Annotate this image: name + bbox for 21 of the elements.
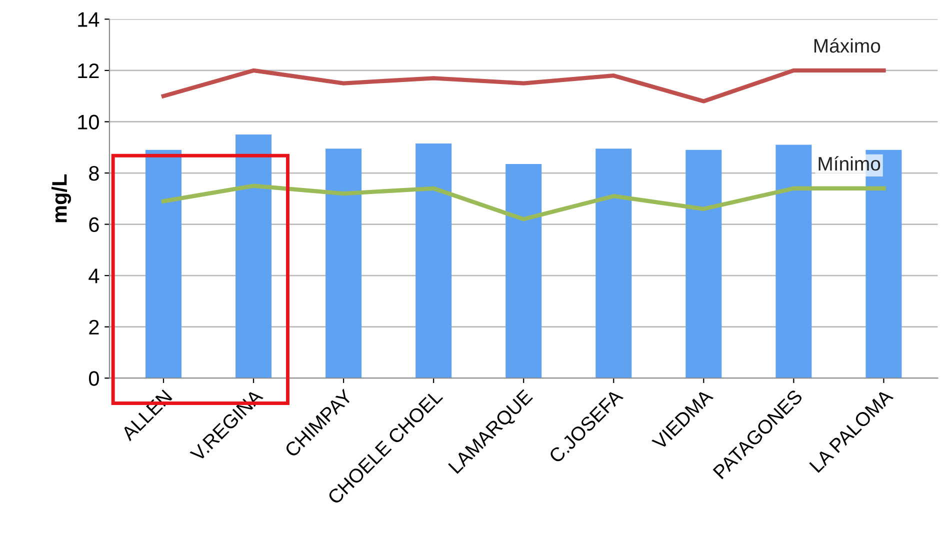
bar [416, 144, 452, 378]
line-series [161, 68, 886, 104]
bar [506, 164, 542, 378]
series-label: Máximo [814, 38, 880, 53]
y-tick-label: 4 [88, 268, 100, 284]
bar [686, 150, 722, 378]
series-label: Mínimo [818, 156, 880, 171]
y-tick-label: 10 [78, 114, 99, 130]
bar [145, 150, 182, 378]
line-series [161, 184, 886, 222]
y-tick-label: 12 [78, 63, 99, 78]
bar [326, 148, 362, 378]
bar [776, 144, 812, 378]
y-tick-label: 8 [89, 166, 99, 181]
y-tick-label: 14 [78, 12, 100, 27]
y-axis-title: mg/L [52, 174, 72, 222]
y-tick-label: 0 [88, 371, 99, 386]
y-tick-label: 6 [89, 217, 99, 232]
bar [236, 134, 272, 378]
bar [596, 148, 632, 378]
y-tick-label: 2 [89, 320, 99, 334]
